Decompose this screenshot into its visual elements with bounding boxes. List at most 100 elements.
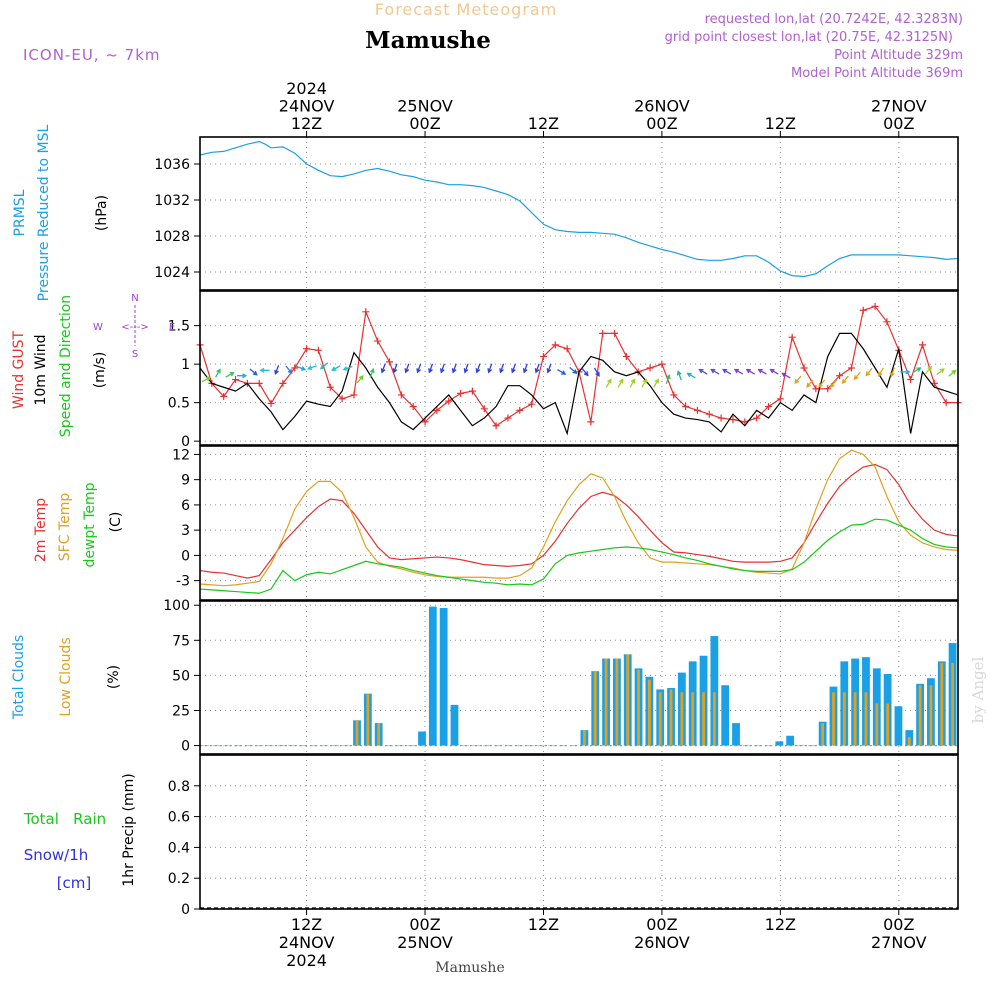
- wind-direction-arrow: [900, 369, 911, 375]
- wind-direction-arrow: [274, 365, 280, 376]
- y-tick-label: 0: [181, 548, 190, 564]
- top-time-label: 00Z: [883, 114, 914, 133]
- gust-marker: [232, 376, 240, 384]
- y-tick-label: 0.6: [168, 810, 190, 826]
- y-tick-label: 25: [172, 703, 190, 719]
- gust-marker: [516, 406, 524, 414]
- total-cloud-bar: [428, 606, 437, 746]
- wind-direction-arrow: [948, 369, 957, 377]
- panel-clouds: 0 25 50 75 100: [163, 598, 959, 755]
- wind-direction-arrow: [794, 375, 802, 385]
- gust-marker: [883, 318, 891, 326]
- y-tick-label: 1.5: [168, 319, 190, 335]
- y-tick-label: 0.4: [168, 840, 190, 856]
- wind-direction-arrow: [853, 371, 861, 381]
- wind-direction-arrow: [569, 366, 578, 375]
- wind-direction-arrow: [829, 379, 838, 388]
- gust-marker: [220, 392, 228, 400]
- gust-marker: [291, 364, 299, 372]
- low-cloud-bar: [929, 685, 933, 746]
- total-cloud-bar: [764, 745, 773, 747]
- gust-marker: [326, 383, 334, 391]
- wind-direction-arrow: [757, 368, 767, 375]
- top-time-label: 12Z: [528, 114, 559, 133]
- wind-direction-arrow: [629, 378, 636, 388]
- bottom-time-label: 12Z: [765, 915, 796, 934]
- wind-direction-arrow: [475, 363, 481, 374]
- total-cloud-bar: [385, 745, 394, 747]
- wind-direction-arrow: [356, 375, 364, 384]
- gust-marker: [350, 391, 358, 399]
- gust-marker: [599, 329, 607, 337]
- bottom-time-label: 26NOV: [634, 933, 690, 952]
- series-2m-temp: [199, 463, 959, 579]
- snow-unit-label: [cm]: [57, 874, 92, 892]
- gust-marker: [314, 346, 322, 354]
- low-cloud-bar: [637, 669, 640, 746]
- panel-temperature: -3 0 3 6 9 12: [172, 445, 959, 601]
- temperature-ylabel: 2m Temp SFC Temp dewpt Temp (C): [33, 482, 124, 567]
- compass-e: E: [169, 322, 175, 333]
- panel-precip: 0 0.2 0.4 0.6 0.8: [168, 754, 959, 918]
- y-tick-label: 75: [172, 633, 190, 649]
- bottom-time-label: 27NOV: [871, 933, 927, 952]
- gust-marker: [409, 403, 417, 410]
- wind-direction-arrow: [593, 367, 600, 377]
- low-cloud-bar: [702, 692, 705, 746]
- gust-marker: [859, 306, 867, 314]
- wind-direction-arrow: [416, 363, 422, 374]
- gust-marker: [705, 410, 713, 418]
- top-time-label: 2024: [286, 79, 327, 98]
- wind-direction-arrow: [440, 363, 445, 374]
- wind-direction-arrow: [912, 367, 922, 374]
- wind-ylabel: Wind GUST 10m Wind Speed and Direction (…: [11, 293, 175, 437]
- gust-marker: [267, 399, 275, 407]
- gust-marker: [303, 345, 311, 353]
- clouds-ylabel: Total Clouds Low Clouds (%): [11, 635, 122, 720]
- top-time-label: 12Z: [291, 114, 322, 133]
- wind-direction-arrow: [818, 379, 826, 388]
- top-time-label: 00Z: [409, 114, 440, 133]
- gust-marker: [433, 406, 441, 414]
- wind-direction-arrow: [499, 363, 505, 374]
- gust-marker: [468, 387, 476, 395]
- gust-marker: [765, 403, 772, 410]
- wind-direction-arrow: [890, 367, 896, 378]
- low-cloud-bar: [918, 685, 922, 746]
- top-time-label: 25NOV: [397, 97, 453, 116]
- compass-w: W: [93, 322, 103, 333]
- wind-direction-arrow: [331, 365, 341, 371]
- gust-marker: [658, 360, 666, 368]
- requested-coords: requested lon,lat (20.7242E, 42.3283N): [705, 12, 963, 27]
- compass-s: S: [132, 349, 138, 360]
- low-cloud-bar: [821, 723, 825, 746]
- wind-direction-arrow: [404, 363, 410, 374]
- low-cloud-bar: [626, 654, 630, 746]
- wind-direction-arrow: [428, 363, 434, 374]
- compass-rose: N W <---> E S: [93, 293, 175, 360]
- top-time-label: 26NOV: [634, 97, 690, 116]
- low-cloud-bar: [366, 693, 370, 746]
- low-cloud-bar: [593, 671, 597, 746]
- panel-wind: 0 0.5 1 1.5: [168, 290, 962, 450]
- wind-direction-arrow: [806, 379, 814, 388]
- gust-marker: [362, 308, 370, 316]
- wind10m-label: 10m Wind: [33, 334, 49, 405]
- gust-marker: [255, 379, 263, 387]
- wind-direction-arrow: [487, 363, 493, 374]
- low-cloud-bar: [875, 703, 879, 746]
- pressure-label-line-2: Pressure Reduced to MSL: [36, 124, 52, 301]
- top-time-label: 27NOV: [871, 97, 927, 116]
- series-10m-wind: [199, 332, 959, 436]
- wind-direction-arrow: [342, 365, 353, 371]
- total-cloud-bar: [234, 745, 242, 747]
- low-cloud-bar: [583, 730, 586, 746]
- sfc-temp-label: SFC Temp: [57, 493, 73, 562]
- y-tick-label: 0: [181, 739, 190, 755]
- wind-direction-arrow: [557, 369, 567, 375]
- top-time-label: 24NOV: [279, 97, 335, 116]
- series-dewpt-temp: [199, 518, 959, 594]
- y-tick-label: 9: [181, 473, 190, 489]
